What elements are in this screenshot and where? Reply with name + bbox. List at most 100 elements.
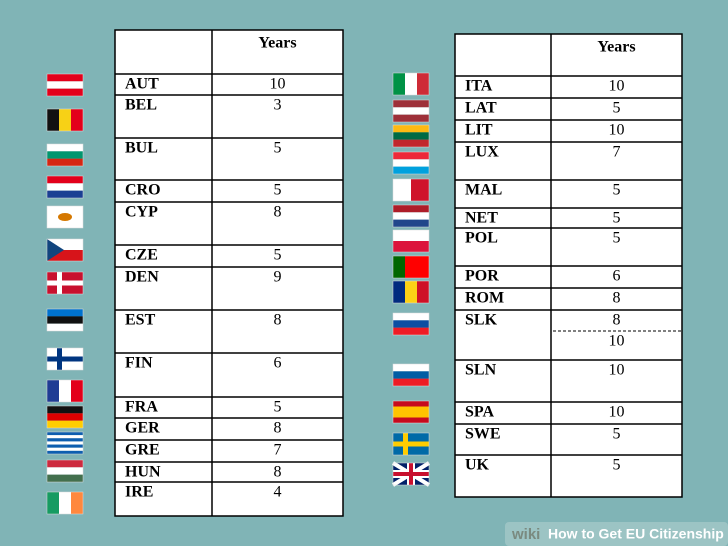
flag-border bbox=[392, 229, 430, 253]
country-code: SWE bbox=[465, 426, 501, 443]
years-value: 9 bbox=[274, 269, 282, 286]
flag-stripe bbox=[405, 256, 417, 278]
country-code: DEN bbox=[125, 269, 159, 286]
flag-border bbox=[46, 238, 84, 262]
flag-emblem bbox=[58, 213, 72, 221]
flag-stripe bbox=[393, 159, 429, 167]
flag-stripe bbox=[47, 413, 83, 421]
flag-stripe bbox=[393, 107, 429, 115]
flag-stripe bbox=[59, 380, 71, 402]
flag-stripe bbox=[47, 438, 83, 442]
flag-stripe bbox=[411, 179, 429, 201]
flag-border bbox=[392, 400, 430, 424]
country-code: POR bbox=[465, 268, 499, 285]
country-code: SPA bbox=[465, 404, 494, 421]
column-header: Years bbox=[258, 35, 296, 52]
years-value: 5 bbox=[613, 230, 621, 247]
flag-icon bbox=[46, 143, 84, 167]
flag-border bbox=[392, 280, 430, 304]
country-code: FIN bbox=[125, 355, 153, 372]
flag-icon bbox=[46, 205, 84, 229]
years-value: 8 bbox=[613, 290, 621, 307]
flag-border bbox=[392, 432, 430, 456]
country-code: CZE bbox=[125, 247, 158, 264]
years-value: 8 bbox=[274, 420, 282, 437]
country-code: BEL bbox=[125, 97, 157, 114]
flag-stripe bbox=[47, 88, 83, 96]
flag-stripe bbox=[59, 109, 71, 131]
flag-stripe bbox=[393, 125, 429, 133]
flag-icon bbox=[392, 255, 430, 279]
country-code: ITA bbox=[465, 78, 493, 95]
country-code: GER bbox=[125, 420, 160, 437]
flag-stripe bbox=[47, 460, 83, 468]
flag-border bbox=[392, 312, 430, 336]
country-code: ROM bbox=[465, 290, 504, 307]
column-header: Years bbox=[597, 39, 635, 56]
flag-stripe bbox=[71, 380, 83, 402]
flag-icon bbox=[46, 308, 84, 332]
flag-border bbox=[46, 175, 84, 199]
flag-stripe bbox=[47, 158, 83, 166]
flag-stripe bbox=[393, 212, 429, 220]
flag-stripe bbox=[393, 166, 429, 174]
flag-icon bbox=[392, 178, 430, 202]
flag-stripe bbox=[47, 450, 83, 454]
flag-stripe bbox=[393, 412, 429, 418]
flag-icon bbox=[46, 108, 84, 132]
flag-border bbox=[46, 459, 84, 483]
flag-stripe bbox=[47, 81, 83, 89]
flag-stripe bbox=[393, 371, 429, 379]
flag-stripe bbox=[393, 114, 429, 122]
country-code: EST bbox=[125, 312, 156, 329]
flag-stripe bbox=[47, 323, 83, 331]
flag-icon bbox=[46, 271, 84, 295]
years-value: 5 bbox=[613, 182, 621, 199]
years-value: 7 bbox=[274, 442, 282, 459]
flag-border bbox=[46, 347, 84, 371]
flag-stripe bbox=[393, 132, 429, 140]
flag-stripe bbox=[417, 281, 429, 303]
flag-stripe bbox=[47, 432, 83, 436]
flag-icon bbox=[392, 151, 430, 175]
flag-stripe bbox=[47, 420, 83, 428]
flag-icon bbox=[392, 363, 430, 387]
country-code: LIT bbox=[465, 122, 493, 139]
flag-border bbox=[46, 431, 84, 455]
flag-stripe bbox=[47, 492, 59, 514]
flag-icon bbox=[46, 431, 84, 455]
flag-stripe bbox=[393, 152, 429, 160]
flag-icon bbox=[392, 432, 430, 456]
flag-stripe bbox=[417, 73, 429, 95]
country-code: AUT bbox=[125, 76, 159, 93]
flag-stripe bbox=[47, 250, 83, 261]
flag-stripe bbox=[393, 100, 429, 108]
table bbox=[114, 29, 344, 517]
flag-stripe bbox=[47, 447, 83, 451]
flag-icon bbox=[392, 204, 430, 228]
flag-stripe bbox=[47, 380, 59, 402]
flag-border bbox=[46, 271, 84, 295]
flag-stripe bbox=[405, 281, 417, 303]
country-code: CYP bbox=[125, 204, 158, 221]
flag-icon bbox=[392, 280, 430, 304]
flag-stripe bbox=[47, 183, 83, 191]
years-value: 10 bbox=[609, 78, 625, 95]
flag-border bbox=[46, 308, 84, 332]
flag-cross bbox=[47, 356, 83, 362]
flag-stripe bbox=[59, 492, 71, 514]
flag-cross bbox=[47, 280, 83, 286]
flag-icon bbox=[392, 99, 430, 123]
flag-icon bbox=[46, 73, 84, 97]
flag-stripe bbox=[393, 406, 429, 412]
flag-stripe bbox=[393, 281, 405, 303]
flag-border bbox=[46, 491, 84, 515]
flag-stripe bbox=[71, 492, 83, 514]
years-value: 8 bbox=[613, 312, 621, 329]
country-code: NET bbox=[465, 210, 498, 227]
flag-stripe bbox=[47, 176, 83, 184]
flag-stripe bbox=[393, 320, 429, 328]
flag-stripe bbox=[47, 239, 83, 250]
flag-icon bbox=[46, 238, 84, 262]
country-code: LAT bbox=[465, 100, 497, 117]
